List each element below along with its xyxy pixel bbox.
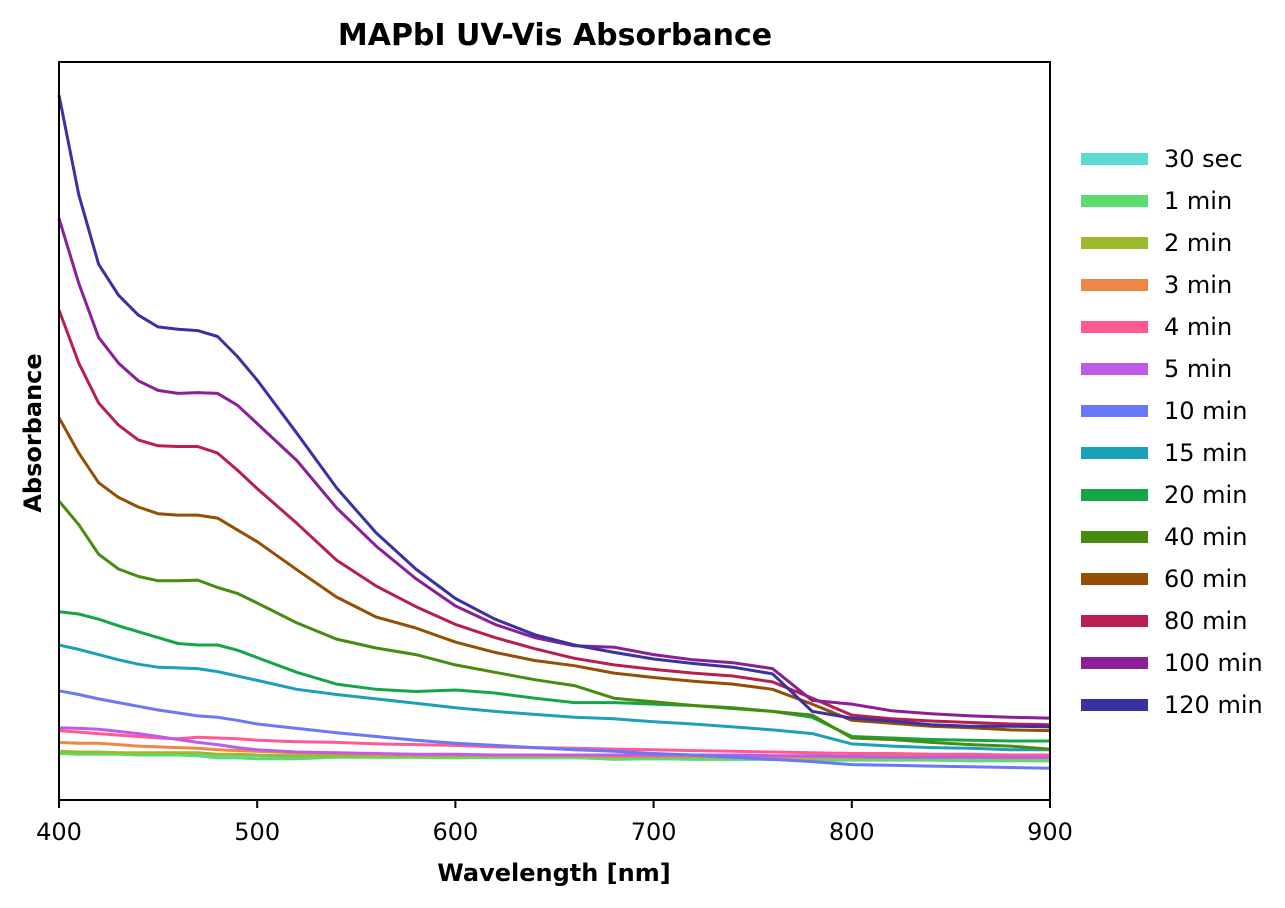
legend-label-10: 60 min: [1164, 565, 1247, 593]
legend-swatch-5: [1081, 363, 1148, 375]
legend-swatch-6: [1081, 405, 1148, 417]
legend-swatch-10: [1081, 573, 1148, 585]
legend-swatch-13: [1081, 699, 1148, 711]
series-line-11: [57, 309, 1051, 727]
legend-label-12: 100 min: [1164, 649, 1263, 677]
x-tick-label-0: 400: [36, 818, 82, 846]
legend-swatch-12: [1081, 657, 1148, 669]
series-line-7: [58, 643, 1050, 752]
legend-label-3: 3 min: [1164, 271, 1232, 299]
series-line-6: [58, 689, 1051, 770]
legend-label-1: 1 min: [1164, 187, 1232, 215]
legend-swatch-4: [1081, 321, 1148, 333]
legend-label-11: 80 min: [1164, 607, 1247, 635]
legend-label-7: 15 min: [1164, 439, 1247, 467]
x-axis-ticks: 400 500 600 700 800 900: [36, 800, 1073, 846]
legend-swatch-1: [1081, 195, 1148, 207]
x-tick-label-5: 900: [1027, 818, 1073, 846]
series-line-1: [58, 752, 1050, 763]
x-tick-label-3: 700: [631, 818, 677, 846]
series-line-9: [57, 500, 1051, 751]
x-axis-label: Wavelength [nm]: [437, 859, 670, 887]
series-line-12: [57, 218, 1051, 720]
legend-swatch-11: [1081, 615, 1148, 627]
x-tick-label-4: 800: [829, 818, 875, 846]
legend-label-4: 4 min: [1164, 313, 1232, 341]
legend-swatch-2: [1081, 237, 1148, 249]
legend-label-5: 5 min: [1164, 355, 1232, 383]
legend-swatch-0: [1081, 153, 1148, 165]
series-layer: [57, 94, 1051, 770]
legend: 30 sec 1 min 2 min 3 min 4 min 5 min 10 min 15 …: [1081, 145, 1263, 719]
legend-label-8: 20 min: [1164, 481, 1247, 509]
y-axis-label: Absorbance: [19, 353, 47, 512]
plot-frame: [58, 61, 1051, 801]
x-tick-label-2: 600: [432, 818, 478, 846]
legend-swatch-3: [1081, 279, 1148, 291]
legend-label-6: 10 min: [1164, 397, 1247, 425]
legend-label-2: 2 min: [1164, 229, 1232, 257]
series-line-13: [57, 94, 1051, 729]
x-tick-label-1: 500: [234, 818, 280, 846]
legend-swatch-8: [1081, 489, 1148, 501]
legend-swatch-9: [1081, 531, 1148, 543]
legend-swatch-7: [1081, 447, 1148, 459]
chart-title: MAPbI UV-Vis Absorbance: [338, 18, 772, 53]
legend-label-13: 120 min: [1164, 691, 1263, 719]
series-line-5: [58, 726, 1050, 759]
legend-label-9: 40 min: [1164, 523, 1247, 551]
series-line-10: [57, 416, 1051, 733]
legend-label-0: 30 sec: [1164, 145, 1243, 173]
